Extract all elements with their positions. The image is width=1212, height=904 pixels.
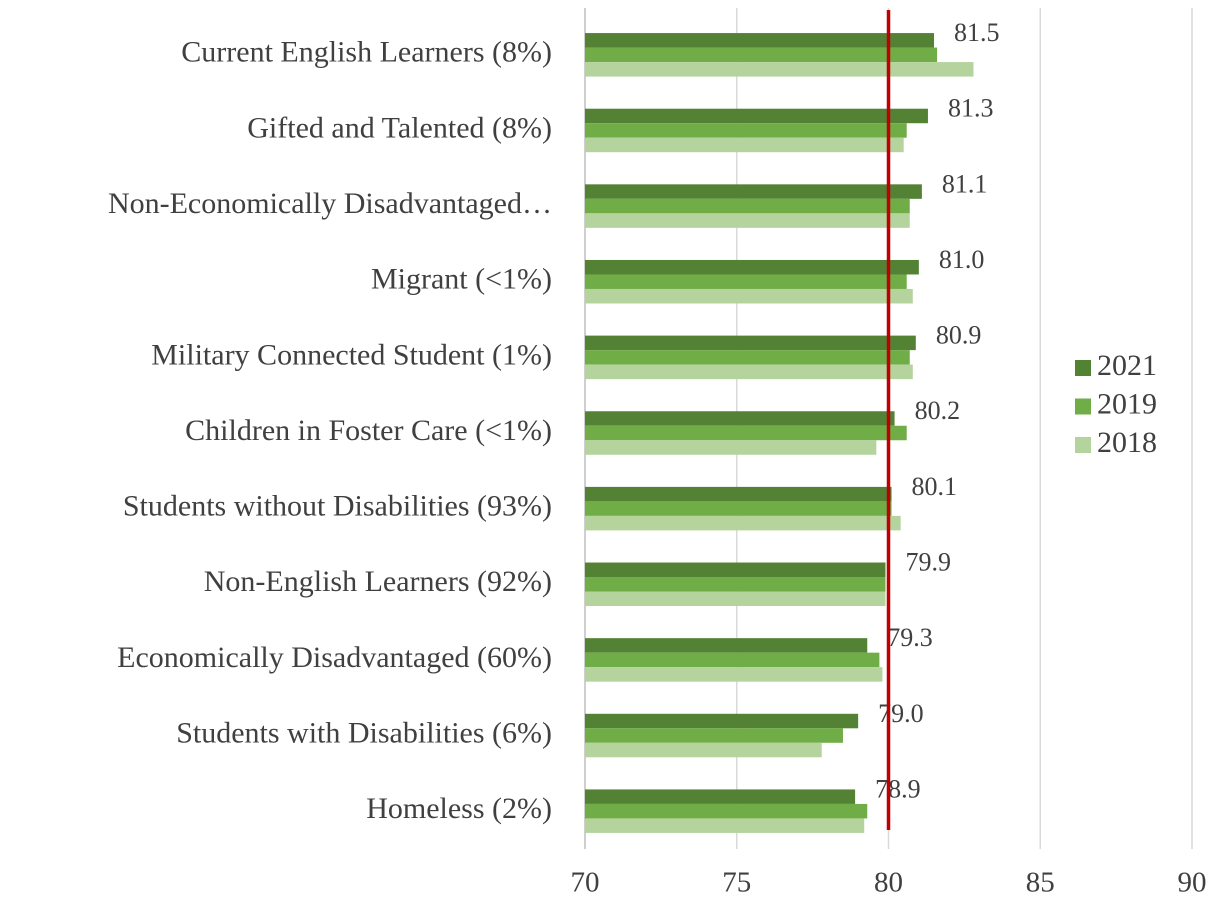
x-tick-label: 75 — [722, 867, 751, 899]
x-tick-label: 85 — [1026, 867, 1055, 899]
bar — [585, 364, 913, 380]
y-tick-label: Homeless (2%) — [366, 792, 552, 825]
data-label: 81.0 — [939, 245, 985, 274]
bar — [585, 123, 907, 138]
data-label: 80.9 — [936, 321, 982, 350]
data-label: 80.1 — [912, 472, 958, 501]
bar — [585, 713, 859, 729]
legend-swatch — [1075, 360, 1091, 376]
y-tick-label: Economically Disadvantaged (60%) — [117, 641, 552, 674]
data-label: 79.0 — [878, 699, 924, 728]
x-tick-label: 70 — [571, 867, 600, 899]
bar — [585, 33, 935, 48]
y-tick-label: Migrant (<1%) — [371, 263, 552, 296]
data-label: 79.9 — [905, 547, 951, 576]
y-tick-label: Non-Economically Disadvantaged… — [108, 187, 552, 220]
bar — [585, 667, 883, 682]
data-label: 81.3 — [948, 94, 994, 123]
bar — [585, 486, 892, 502]
data-label: 81.1 — [942, 169, 988, 198]
y-tick-label: Military Connected Student (1%) — [151, 338, 552, 371]
legend-swatch — [1075, 398, 1091, 415]
bar — [585, 591, 886, 607]
legend-label: 2018 — [1097, 426, 1157, 459]
bar — [585, 728, 843, 743]
bar — [585, 742, 822, 758]
bar — [585, 335, 916, 351]
bar — [585, 562, 886, 578]
bar — [585, 184, 922, 199]
bar — [585, 288, 913, 304]
bar — [585, 440, 877, 455]
bar — [585, 818, 865, 833]
bar — [585, 274, 907, 289]
bar — [585, 501, 892, 516]
data-label: 78.9 — [875, 774, 921, 803]
bar — [585, 259, 919, 275]
data-label: 80.2 — [915, 396, 961, 425]
bar — [585, 638, 868, 653]
legend-label: 2021 — [1097, 349, 1157, 382]
bar — [585, 350, 910, 365]
bar — [585, 213, 910, 228]
data-label: 79.3 — [887, 623, 933, 652]
data-label: 81.5 — [954, 18, 1000, 47]
x-tick-label: 90 — [1178, 867, 1207, 899]
legend-swatch — [1075, 437, 1091, 453]
bar — [585, 108, 928, 124]
bar — [585, 577, 886, 592]
y-tick-label: Children in Foster Care (<1%) — [185, 414, 552, 447]
bar — [585, 411, 895, 426]
bar — [585, 803, 868, 819]
bar — [585, 198, 910, 214]
bar — [585, 515, 901, 531]
bar — [585, 47, 938, 63]
bar — [585, 425, 907, 441]
legend-label: 2019 — [1097, 387, 1157, 420]
bar — [585, 62, 974, 77]
bar — [585, 789, 856, 804]
bar — [585, 652, 880, 668]
y-tick-label: Current English Learners (8%) — [181, 36, 552, 69]
y-tick-label: Gifted and Talented (8%) — [247, 111, 552, 144]
y-tick-label: Students with Disabilities (6%) — [176, 716, 552, 749]
bar — [585, 137, 904, 153]
x-tick-label: 80 — [874, 867, 903, 899]
y-tick-label: Students without Disabilities (93%) — [123, 490, 552, 523]
y-tick-label: Non-English Learners (92%) — [204, 565, 552, 598]
